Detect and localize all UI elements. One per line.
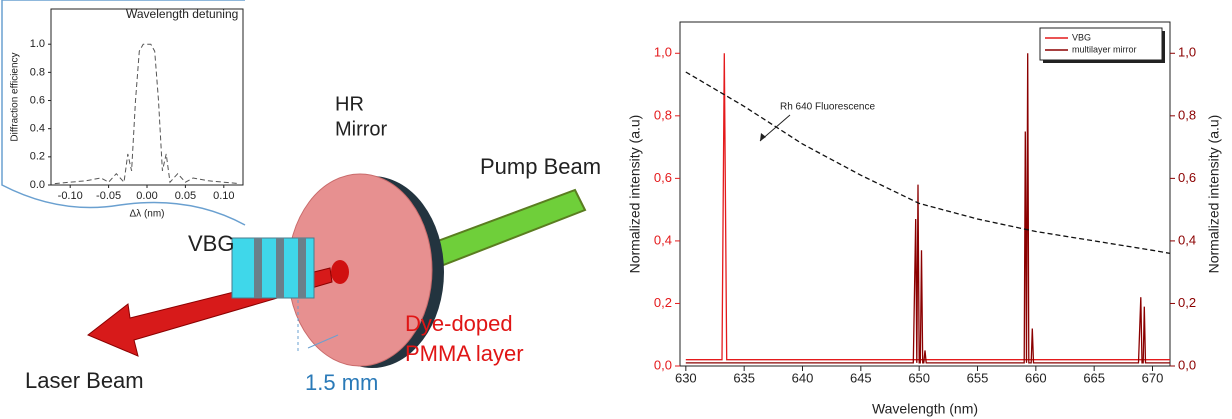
vbg-stripe [298,238,306,298]
y-tick-label: 0,8 [654,107,672,122]
legend-box [1039,27,1163,61]
setup-diagram: HR Mirror Pump Beam VBG Laser Beam Dye-d… [1,0,601,395]
x-axis-label: Wavelength (nm) [872,401,978,417]
y-tick-label: 0.0 [30,179,45,191]
y-tick-label: 0.2 [30,151,45,163]
y2-tick-label: 0,2 [1178,295,1196,310]
x-tick-label: 645 [850,370,872,385]
vbg-stripe [254,238,262,298]
x-tick-label: -0.10 [58,190,83,202]
y-tick-label: 0,0 [654,357,672,372]
y-tick-label: 0.6 [30,94,45,106]
y-tick-label: 0.4 [30,123,45,135]
mirror-label: HR [335,93,364,115]
x-tick-label: 630 [675,370,697,385]
series-line [685,53,1170,361]
vbg-label: VBG [188,231,234,256]
y-tick-label: 0,2 [654,295,672,310]
vbg-stripe [276,238,284,298]
y-tick-label: 0,4 [654,232,672,247]
series-line [685,71,1171,255]
annotation: Rh 640 Fluorescence [780,102,875,113]
inset-frame [1,0,246,226]
x-tick-label: 660 [1025,370,1047,385]
layer-label: PMMA layer [405,341,524,366]
y2-tick-label: 1,0 [1178,45,1196,60]
x-tick-label: 655 [967,370,989,385]
y-tick-label: 1.0 [30,38,45,50]
legend-label: multilayer mirror [1072,44,1137,54]
y-axis-label: Diffraction efficiency [10,52,21,141]
legend-label: VBG [1072,32,1091,42]
plot-frame [50,8,244,186]
gap-label: 1.5 mm [305,370,378,395]
y2-tick-label: 0,0 [1178,357,1196,372]
y-axis-label: Normalized intensity (a.u) [627,115,643,274]
y2-tick-label: 0,4 [1178,232,1196,247]
y-tick-label: 1,0 [654,45,672,60]
x-tick-label: 640 [792,370,814,385]
gap-arrow [307,334,339,349]
layer-label: Dye-doped [405,311,513,336]
x-axis-label: Δλ (nm) [129,209,164,220]
x-tick-label: -0.05 [96,190,121,202]
y2-tick-label: 0,8 [1178,107,1196,122]
y2-axis-label: Normalized intensity (a.u) [1206,115,1222,274]
x-tick-label: 0.10 [213,190,234,202]
series-line [54,43,240,185]
x-tick-label: 670 [1142,370,1164,385]
pump-label: Pump Beam [480,154,601,179]
laser-label: Laser Beam [25,368,144,393]
x-tick-label: 0.00 [136,190,157,202]
x-tick-label: 650 [908,370,930,385]
y2-tick-label: 0,6 [1178,170,1196,185]
beam-spot [331,260,349,284]
plot-frame [679,21,1171,367]
y-tick-label: 0,6 [654,170,672,185]
annotation-arrowhead [760,133,766,141]
mirror-label: Mirror [335,118,388,140]
x-tick-label: 635 [733,370,755,385]
x-tick-label: 665 [1083,370,1105,385]
inset-title: Wavelength detuning [126,7,238,21]
x-tick-label: 0.05 [175,190,196,202]
series-line [685,53,1170,364]
y-tick-label: 0.8 [30,66,45,78]
